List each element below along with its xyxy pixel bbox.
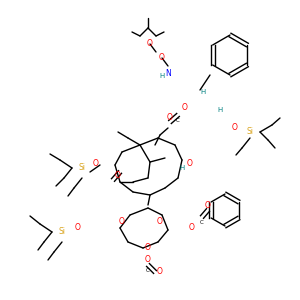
Text: Si: Si xyxy=(79,164,86,172)
Text: O: O xyxy=(167,113,173,122)
Text: C: C xyxy=(146,268,150,272)
Text: O: O xyxy=(145,244,151,253)
Text: O: O xyxy=(205,202,211,211)
Text: H: H xyxy=(159,73,165,79)
Text: O: O xyxy=(115,170,121,179)
Text: O: O xyxy=(182,103,188,112)
Text: N: N xyxy=(165,70,171,79)
Text: O: O xyxy=(75,224,81,232)
Text: O: O xyxy=(147,40,153,49)
Text: O: O xyxy=(93,160,99,169)
Text: O: O xyxy=(232,124,238,133)
Text: O: O xyxy=(189,224,195,232)
Text: O: O xyxy=(157,268,163,277)
Text: Si: Si xyxy=(58,227,65,236)
Text: H: H xyxy=(218,107,223,113)
Text: O: O xyxy=(159,53,165,62)
Text: C: C xyxy=(200,220,204,224)
Text: H: H xyxy=(179,165,184,171)
Text: O: O xyxy=(145,256,151,265)
Text: H: H xyxy=(200,89,206,95)
Text: O: O xyxy=(187,158,193,167)
Text: C: C xyxy=(176,118,180,122)
Text: Si: Si xyxy=(247,128,254,136)
Text: O: O xyxy=(157,218,163,226)
Text: O: O xyxy=(119,218,125,226)
